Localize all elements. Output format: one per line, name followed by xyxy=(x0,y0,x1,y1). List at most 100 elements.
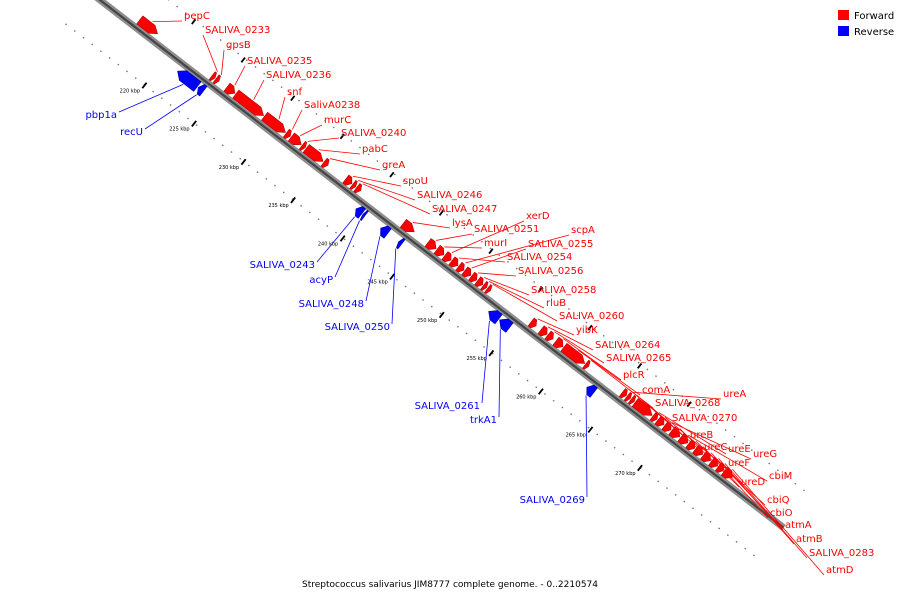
gene-label-scpa[interactable]: scpA xyxy=(571,225,595,236)
gene-label-coma[interactable]: comA xyxy=(642,385,670,396)
gene-label-ureg[interactable]: ureG xyxy=(753,449,777,460)
gene-arrow-saliva-0270[interactable] xyxy=(618,388,628,399)
gene-arrow-saliva-0247[interactable] xyxy=(353,183,363,194)
gene-label-saliva-0260[interactable]: SALIVA_0260 xyxy=(559,311,624,322)
gene-arrow-pabc[interactable] xyxy=(302,144,324,162)
gene-arrow-coma[interactable] xyxy=(560,342,586,364)
gene-label-saliva-0236[interactable]: SALIVA_0236 xyxy=(266,70,331,81)
gene-label-pbp1a[interactable]: pbp1a xyxy=(85,110,117,121)
gene-label-plcr[interactable]: plcR xyxy=(623,370,645,381)
gene-arrow-saliva-0235[interactable] xyxy=(223,82,236,95)
gene-label-snf[interactable]: snf xyxy=(287,87,303,98)
leader-line-saliva-0246 xyxy=(358,179,416,201)
gene-label-recu[interactable]: recU xyxy=(120,127,143,138)
gene-arrow-scpa[interactable] xyxy=(455,261,465,273)
gene-label-cbim[interactable]: cbiM xyxy=(769,471,792,482)
gene-label-saliva-0256[interactable]: SALIVA_0256 xyxy=(518,266,583,277)
gene-label-acyp[interactable]: acyP xyxy=(309,275,333,286)
gene-arrow-acyp[interactable] xyxy=(359,209,369,222)
gene-label-saliva-0255[interactable]: SALIVA_0255 xyxy=(528,239,593,250)
gene-arrow-xerd[interactable] xyxy=(441,251,452,263)
gene-label-pepc[interactable]: pepC xyxy=(184,11,210,22)
gene-label-saliva-0265[interactable]: SALIVA_0265 xyxy=(606,353,671,364)
gene-label-saliva-0250[interactable]: SALIVA_0250 xyxy=(325,322,390,333)
gene-arrow-saliva-0255[interactable] xyxy=(461,266,472,278)
gene-label-saliva-0270[interactable]: SALIVA_0270 xyxy=(672,413,737,424)
gene-label-atmd[interactable]: atmD xyxy=(826,565,854,576)
gene-label-murc[interactable]: murC xyxy=(324,115,351,126)
gene-arrow-ureb[interactable] xyxy=(627,394,637,405)
gene-label-saliva-0261[interactable]: SALIVA_0261 xyxy=(415,401,480,412)
gene-label-pabc[interactable]: pabC xyxy=(362,144,388,155)
gene-label-saliva-0246[interactable]: SALIVA_0246 xyxy=(417,190,482,201)
gene-arrow-snf[interactable] xyxy=(261,111,286,133)
gene-arrow-saliva-0251[interactable] xyxy=(424,238,437,250)
gene-arrow-saliva0238[interactable] xyxy=(282,128,292,139)
gene-label-uref[interactable]: ureF xyxy=(728,458,750,469)
gene-arrow-recu[interactable] xyxy=(196,84,208,97)
gene-label-saliva-0240[interactable]: SALIVA_0240 xyxy=(341,128,406,139)
gene-arrow-saliva-0240[interactable] xyxy=(298,140,308,151)
gene-label-atmb[interactable]: atmB xyxy=(796,534,823,545)
gene-arrow-lysa[interactable] xyxy=(399,218,415,233)
gene-label-saliva-0235[interactable]: SALIVA_0235 xyxy=(247,56,312,67)
gene-arrow-saliva-0256[interactable] xyxy=(468,271,478,283)
gene-arrow-saliva-0261[interactable] xyxy=(488,310,503,325)
gene-label-saliva-0251[interactable]: SALIVA_0251 xyxy=(474,224,539,235)
gene-arrow-saliva-0265[interactable] xyxy=(544,330,554,342)
gene-arrow-saliva-0269[interactable] xyxy=(586,384,598,398)
gene-label-lysa[interactable]: lysA xyxy=(452,218,473,229)
gene-arrow-grea[interactable] xyxy=(320,157,330,169)
gene-label-saliva-0248[interactable]: SALIVA_0248 xyxy=(299,299,364,310)
gene-label-spou[interactable]: spoU xyxy=(403,176,428,187)
gene-arrow-saliva-0236[interactable] xyxy=(232,89,265,116)
gene-arrow-plcr[interactable] xyxy=(552,336,564,349)
gene-arrow-saliva-0258[interactable] xyxy=(474,276,484,287)
gene-label-rlub[interactable]: rluB xyxy=(546,298,566,309)
gene-arrow-saliva-0268[interactable] xyxy=(582,359,591,370)
gene-label-yibk[interactable]: yibK xyxy=(576,325,598,336)
gene-arrow-saliva-0233[interactable] xyxy=(208,71,217,82)
gene-label-saliva-0283[interactable]: SALIVA_0283 xyxy=(809,548,874,559)
gene-label-saliva-0247[interactable]: SALIVA_0247 xyxy=(432,204,497,215)
gene-arrow-saliva-0250[interactable] xyxy=(396,237,406,250)
gene-arrow-saliva-0264[interactable] xyxy=(537,325,548,337)
gene-label-saliva-0254[interactable]: SALIVA_0254 xyxy=(507,252,572,263)
gene-arrow-urea[interactable] xyxy=(623,391,633,402)
gene-label-saliva-0233[interactable]: SALIVA_0233 xyxy=(205,25,270,36)
gene-arrow-gpsb[interactable] xyxy=(212,74,221,85)
gene-arrow-trka1[interactable] xyxy=(499,318,514,333)
gene-arrow-urec[interactable] xyxy=(631,397,653,416)
gene-label-muri[interactable]: murI xyxy=(484,238,507,249)
gene-label-saliva-0264[interactable]: SALIVA_0264 xyxy=(595,340,660,351)
gene-label-cbiq[interactable]: cbiQ xyxy=(767,495,790,506)
gene-label-cbio[interactable]: cbiO xyxy=(770,508,793,519)
gene-arrow-saliva-0243[interactable] xyxy=(354,206,367,219)
gene-arrow-spou[interactable] xyxy=(342,174,353,186)
gene-arrow-saliva-0260[interactable] xyxy=(484,284,493,294)
gene-arrow-pepc[interactable] xyxy=(136,15,158,35)
gene-label-saliva-0268[interactable]: SALIVA_0268 xyxy=(655,398,720,409)
gene-arrow-muri[interactable] xyxy=(433,244,445,257)
gene-label-urea[interactable]: ureA xyxy=(723,389,746,400)
gene-arrow-saliva-0254[interactable] xyxy=(448,256,459,268)
gene-label-grea[interactable]: greA xyxy=(382,160,405,171)
gene-label-saliva0238[interactable]: SalivA0238 xyxy=(304,100,360,111)
gene-arrow-yibk[interactable] xyxy=(527,317,538,329)
gene-arrow-rlub[interactable] xyxy=(480,280,489,291)
gene-label-ured[interactable]: ureD xyxy=(741,477,765,488)
gene-label-xerd[interactable]: xerD xyxy=(526,211,550,222)
gene-label-saliva-0243[interactable]: SALIVA_0243 xyxy=(250,260,315,271)
gene-arrow-saliva-0248[interactable] xyxy=(380,225,392,239)
gene-arrow-murc[interactable] xyxy=(287,132,302,146)
gene-label-atma[interactable]: atmA xyxy=(785,520,812,531)
gene-label-saliva-0269[interactable]: SALIVA_0269 xyxy=(520,495,585,506)
gene-arrow-pbp1a[interactable] xyxy=(177,70,202,92)
gene-label-uree[interactable]: ureE xyxy=(728,444,751,455)
gene-label-gpsb[interactable]: gpsB xyxy=(226,40,251,51)
gene-arrow-ureg[interactable] xyxy=(661,420,672,432)
gene-label-ureb[interactable]: ureB xyxy=(690,430,713,441)
gene-label-saliva-0258[interactable]: SALIVA_0258 xyxy=(531,285,596,296)
gene-label-trka1[interactable]: trkA1 xyxy=(470,415,497,426)
gene-arrow-saliva-0246[interactable] xyxy=(349,179,358,190)
